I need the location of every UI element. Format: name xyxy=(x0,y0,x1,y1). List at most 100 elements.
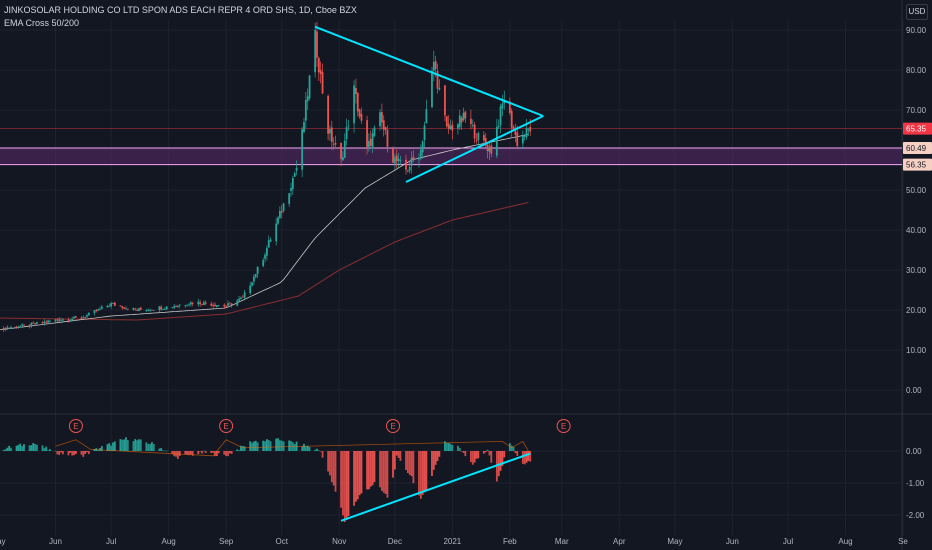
histogram-bar xyxy=(269,441,272,451)
candle-body xyxy=(460,117,463,123)
candle-body xyxy=(368,141,370,147)
histogram-bar xyxy=(58,451,61,455)
candle-body xyxy=(158,306,161,311)
candle-body xyxy=(264,254,266,259)
candle-body xyxy=(457,124,459,129)
candle-body xyxy=(17,327,20,329)
candle-body xyxy=(236,300,239,306)
candle-body xyxy=(34,323,36,325)
candle-body xyxy=(278,210,281,218)
price-tick-label: 30.00 xyxy=(906,266,927,275)
histogram-bar xyxy=(490,451,493,463)
histogram-bar xyxy=(393,451,396,470)
histogram-bar xyxy=(421,451,424,495)
candle-body xyxy=(290,188,292,191)
candle-body xyxy=(87,312,90,316)
candle-body xyxy=(266,247,268,256)
histogram-bar xyxy=(501,451,504,466)
histogram-bar xyxy=(165,450,168,452)
candle-body xyxy=(189,302,192,305)
histogram-bar xyxy=(86,451,88,453)
histogram-bar xyxy=(340,451,342,508)
candle-body xyxy=(132,307,135,310)
candle-body xyxy=(291,178,294,190)
candle-body xyxy=(373,127,376,136)
indicator-title[interactable]: EMA Cross 50/200 xyxy=(4,18,80,28)
histogram-bar xyxy=(386,451,389,498)
candle-body xyxy=(93,310,96,314)
histogram-bar xyxy=(126,440,129,451)
candle-body xyxy=(113,302,116,306)
candle-body xyxy=(251,282,253,286)
histogram-bar xyxy=(134,439,137,451)
time-tick-label: Aug xyxy=(161,537,175,546)
candle-body xyxy=(80,317,83,319)
histogram-bar xyxy=(356,451,359,500)
histogram-bar xyxy=(368,451,370,490)
histogram-bar xyxy=(469,451,472,463)
candle-body xyxy=(267,240,270,248)
candle-body xyxy=(4,328,7,330)
candle-body xyxy=(164,308,166,310)
candle-body xyxy=(347,125,350,127)
histogram-bar xyxy=(152,443,155,451)
candle-body xyxy=(73,316,75,319)
level-badge-lower-text: 56.35 xyxy=(906,161,927,170)
histogram-bar xyxy=(249,441,252,451)
candle-body xyxy=(227,303,229,306)
histogram-bar xyxy=(184,451,187,455)
histogram-bar xyxy=(432,451,435,470)
histogram-bar xyxy=(254,440,257,451)
histogram-bar xyxy=(445,443,448,451)
histogram-bar xyxy=(149,443,151,451)
histogram-bar xyxy=(138,439,140,451)
histogram-bar xyxy=(343,451,346,523)
histogram-bar xyxy=(199,451,202,452)
candle-body xyxy=(425,109,428,124)
histogram-bar xyxy=(330,451,333,483)
histogram-bar xyxy=(110,445,113,451)
candle-body xyxy=(303,121,305,133)
earnings-marker-circle xyxy=(68,419,83,433)
histogram-bar xyxy=(360,451,363,494)
time-tick-label: Feb xyxy=(503,537,517,546)
currency-button[interactable]: USD xyxy=(906,4,928,20)
time-tick-label: Jul xyxy=(106,537,116,546)
histogram-bar xyxy=(71,451,74,456)
histogram-bar xyxy=(379,451,381,488)
histogram-bar xyxy=(304,446,307,451)
histogram-bar xyxy=(230,451,233,454)
histogram-bar xyxy=(227,451,229,457)
candle-body xyxy=(126,308,129,310)
histogram-bar xyxy=(514,451,517,454)
candle-body xyxy=(475,140,478,142)
histogram-bar xyxy=(8,445,11,451)
histogram-bar xyxy=(210,451,213,453)
earnings-marker: E xyxy=(556,419,571,433)
histogram-bar xyxy=(217,451,220,454)
histogram-bar xyxy=(290,440,292,451)
candle-body xyxy=(82,317,85,319)
candle-body xyxy=(301,129,304,170)
histogram-bar xyxy=(36,444,38,451)
candle-body xyxy=(204,302,207,304)
candle-body xyxy=(210,303,213,306)
histogram-bar xyxy=(84,451,87,454)
candle-body xyxy=(36,322,38,324)
candle-body xyxy=(451,124,454,131)
histogram-bar xyxy=(497,451,500,477)
histogram-bar xyxy=(160,448,163,451)
candle-body xyxy=(119,305,122,307)
price-tick-label: 20.00 xyxy=(906,306,927,315)
histogram-bar xyxy=(436,451,439,461)
histogram-bar xyxy=(202,450,205,452)
candle-body xyxy=(332,143,335,145)
histogram-bar xyxy=(215,451,218,457)
candle-body xyxy=(58,319,61,321)
histogram-bar xyxy=(147,443,150,451)
price-tick-label: 50.00 xyxy=(906,186,927,195)
time-tick-label: Aug xyxy=(838,537,852,546)
candle-body xyxy=(314,29,317,73)
candle-body xyxy=(214,304,216,307)
